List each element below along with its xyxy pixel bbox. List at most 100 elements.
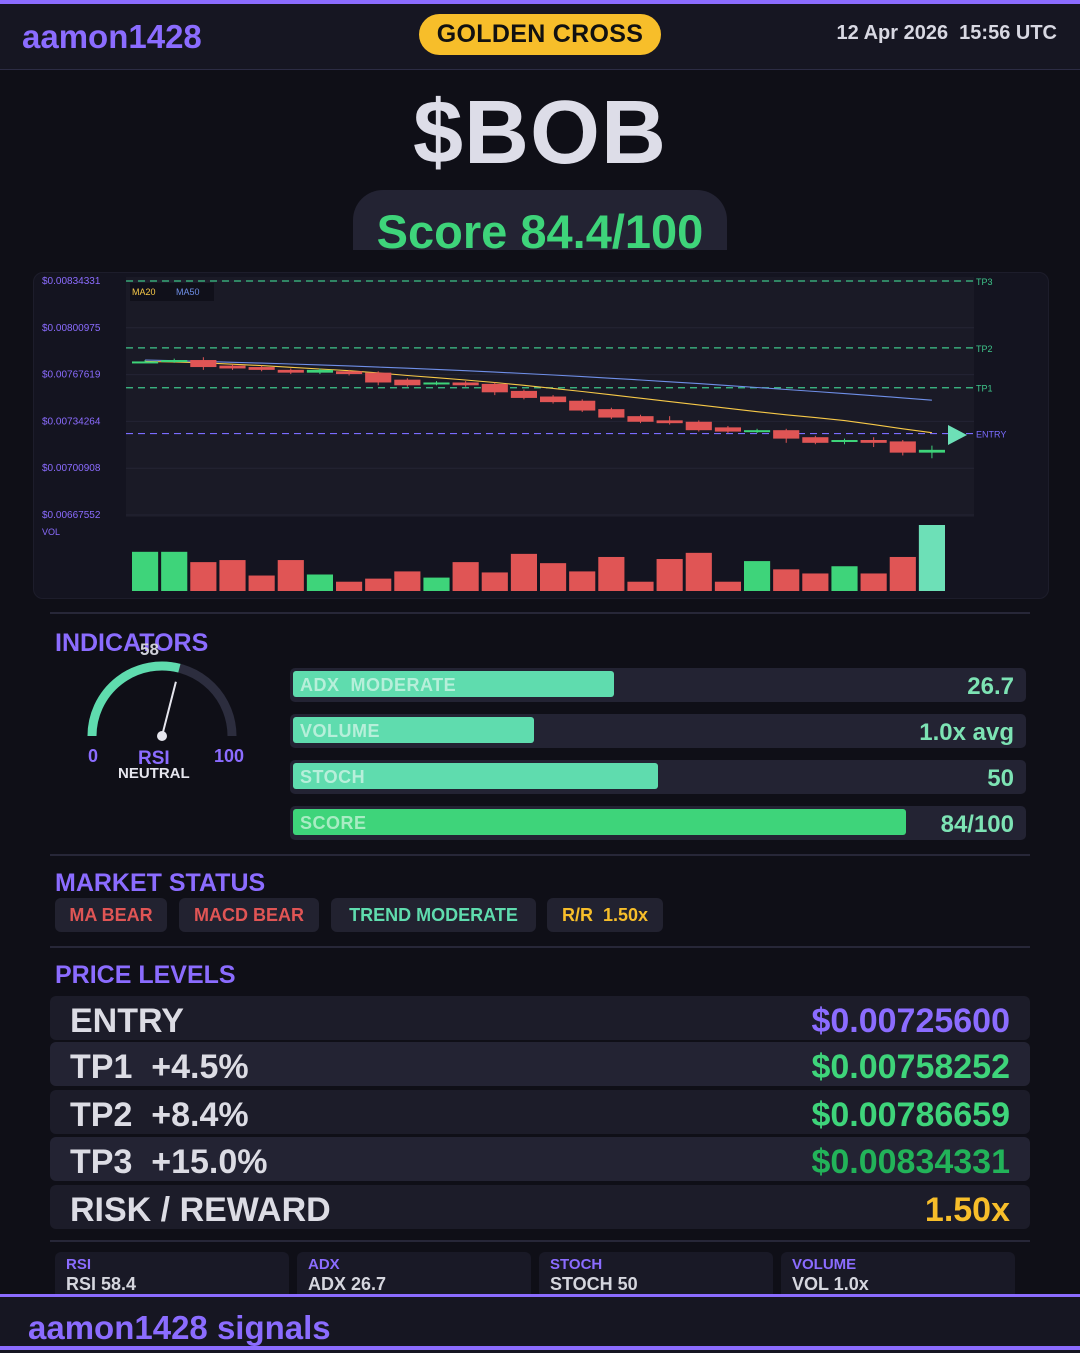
candle bbox=[860, 440, 887, 443]
candle bbox=[918, 449, 945, 453]
ma50-line bbox=[145, 359, 932, 401]
rsi-gauge-pivot bbox=[157, 731, 167, 741]
indicator-bar-value: 1.0x avg bbox=[919, 719, 1014, 746]
volume-bar bbox=[860, 573, 887, 591]
indicator-bar-fill bbox=[293, 717, 534, 743]
candle bbox=[161, 360, 188, 363]
volume-bar bbox=[831, 566, 858, 591]
price-level-value: $0.00786659 bbox=[811, 1096, 1010, 1134]
candle bbox=[627, 416, 654, 422]
candle bbox=[569, 400, 596, 411]
volume-bar bbox=[918, 525, 945, 591]
indicator-bar-label: VOLUME bbox=[300, 721, 381, 741]
price-level-rr: RISK / REWARD 1.50x bbox=[50, 1185, 1030, 1229]
stat-card-stoch: STOCH STOCH 50 bbox=[539, 1252, 773, 1296]
candle bbox=[889, 441, 916, 453]
volume-bar bbox=[627, 581, 654, 591]
stat-card-title: VOLUME bbox=[792, 1256, 857, 1273]
indicator-bar-label: SCORE bbox=[300, 813, 367, 833]
candle bbox=[277, 369, 304, 373]
market-status-title: MARKET STATUS bbox=[55, 869, 266, 897]
candle bbox=[248, 367, 275, 370]
price-level-name: ENTRY bbox=[70, 1002, 184, 1040]
indicator-bar-value: 26.7 bbox=[967, 673, 1014, 700]
stat-card-value: RSI 58.4 bbox=[66, 1274, 137, 1294]
volume-bar bbox=[656, 559, 683, 591]
stat-card-adx: ADX ADX 26.7 bbox=[297, 1252, 531, 1296]
price-level-name: RISK / REWARD bbox=[70, 1191, 331, 1229]
candle bbox=[452, 382, 479, 386]
indicator-bar-value: 50 bbox=[987, 765, 1014, 792]
indicator-bar-value: 84/100 bbox=[940, 811, 1014, 838]
volume-bar bbox=[510, 553, 537, 591]
status-tag-text: MACD BEAR bbox=[194, 904, 304, 925]
volume-bar bbox=[452, 562, 479, 591]
indicator-bar-volume: VOLUME 1.0x avg bbox=[290, 714, 1026, 748]
indicator-bar-fill bbox=[293, 671, 614, 697]
status-tag-text: TREND MODERATE bbox=[349, 904, 518, 925]
indicator-bar-fill bbox=[293, 809, 906, 835]
indicator-bar-score: SCORE 84/100 bbox=[290, 806, 1026, 840]
volume-bar bbox=[685, 552, 712, 591]
indicator-bar-stoch: STOCH 50 bbox=[290, 760, 1026, 794]
level-label: TP1 bbox=[976, 384, 993, 394]
price-levels-title: PRICE LEVELS bbox=[55, 961, 236, 989]
volume-bar bbox=[306, 574, 333, 591]
y-tick-label: $0.00734264 bbox=[42, 416, 101, 427]
price-chart: $0.00834331 $0.00800975 $0.00767619 $0.0073… bbox=[33, 272, 1049, 599]
candle bbox=[714, 427, 741, 432]
y-tick-label: $0.00800975 bbox=[42, 323, 101, 334]
y-tick-label: $0.00834331 bbox=[42, 276, 101, 287]
rsi-label: RSI bbox=[138, 748, 170, 769]
stat-card-value: VOL 1.0x bbox=[792, 1274, 869, 1294]
divider bbox=[50, 612, 1030, 614]
candle bbox=[219, 365, 246, 369]
entry-arrow-icon bbox=[948, 425, 967, 445]
status-tag-ma: MA BEAR bbox=[55, 898, 167, 932]
volume-bar bbox=[481, 572, 508, 591]
rsi-gauge-track bbox=[87, 661, 237, 737]
price-level-value: 1.50x bbox=[924, 1191, 1010, 1229]
volume-bar bbox=[336, 581, 363, 591]
price-level-name: TP1 +4.5% bbox=[70, 1048, 249, 1086]
price-chart-svg: $0.00834331 $0.00800975 $0.00767619 $0.0073… bbox=[42, 276, 1006, 591]
divider bbox=[50, 854, 1030, 856]
candle bbox=[481, 383, 508, 393]
stat-card-value: ADX 26.7 bbox=[308, 1274, 387, 1294]
candle bbox=[190, 360, 217, 368]
volume-bar bbox=[190, 562, 217, 591]
rsi-min-label: 0 bbox=[88, 746, 99, 766]
ticker-symbol: $BOB bbox=[412, 83, 668, 183]
footer-brand: aamon1428 signals bbox=[28, 1309, 331, 1346]
candle bbox=[540, 396, 567, 403]
price-level-tp2: TP2 +8.4% $0.00786659 bbox=[50, 1090, 1030, 1134]
rsi-value: 58 bbox=[140, 640, 159, 659]
y-tick-label: $0.00667552 bbox=[42, 510, 101, 521]
price-level-value: $0.00725600 bbox=[811, 1002, 1010, 1040]
stat-card-volume: VOLUME VOL 1.0x bbox=[781, 1252, 1015, 1296]
level-label: TP3 bbox=[976, 277, 993, 287]
rsi-state: NEUTRAL bbox=[118, 765, 190, 782]
volume-bar bbox=[773, 569, 800, 591]
signal-badge: GOLDEN CROSS bbox=[419, 14, 661, 55]
volume-bar bbox=[132, 551, 159, 591]
indicators-title: INDICATORS bbox=[55, 629, 209, 657]
level-label: ENTRY bbox=[976, 430, 1006, 440]
stat-card-rsi: RSI RSI 58.4 bbox=[55, 1252, 289, 1296]
price-level-tp1: TP1 +4.5% $0.00758252 bbox=[50, 1042, 1030, 1086]
price-level-value: $0.00834331 bbox=[811, 1143, 1010, 1181]
volume-bar bbox=[365, 578, 392, 591]
candle bbox=[510, 390, 537, 398]
volume-bar bbox=[219, 560, 246, 591]
volume-bar bbox=[744, 561, 771, 591]
price-level-name: TP3 +15.0% bbox=[70, 1143, 268, 1181]
header-bar: aamon1428 GOLDEN CROSS 12 Apr 2026 15:56… bbox=[0, 4, 1080, 70]
stat-card-title: ADX bbox=[308, 1256, 340, 1273]
candle bbox=[394, 379, 421, 386]
indicator-bar-fill bbox=[293, 763, 658, 789]
volume-bar bbox=[248, 575, 275, 591]
candle bbox=[773, 430, 800, 439]
volume-bar bbox=[540, 563, 567, 591]
price-level-tp3: TP3 +15.0% $0.00834331 bbox=[50, 1137, 1030, 1181]
chart-legend-box bbox=[130, 283, 214, 301]
